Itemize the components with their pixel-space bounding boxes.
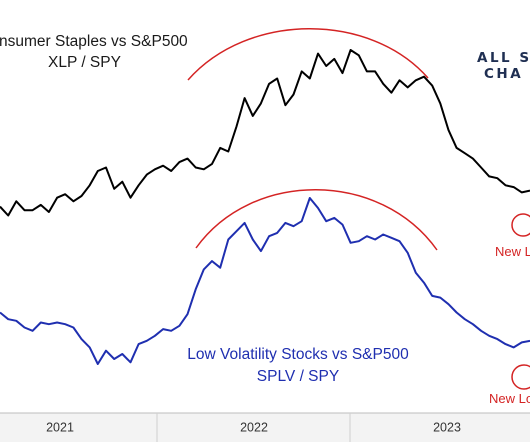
x-tick-label-2022: 2022 bbox=[240, 420, 268, 434]
splv-peak-arc bbox=[195, 189, 438, 251]
splv-new-low-label: New Lo bbox=[489, 391, 530, 406]
series-line-xlp-spy bbox=[0, 49, 530, 217]
brand-logo-line-1: ALL S bbox=[477, 50, 530, 66]
splv-chart-subtitle: SPLV / SPY bbox=[257, 368, 339, 385]
xlp-new-low-label: New L bbox=[495, 244, 530, 259]
x-axis-band bbox=[0, 413, 530, 442]
xlp-peak-arc bbox=[187, 28, 429, 81]
x-tick-label-2023: 2023 bbox=[433, 420, 461, 434]
xlp-chart-title: nsumer Staples vs S&P500 bbox=[0, 33, 188, 50]
brand-logo-line-2: CHA bbox=[484, 66, 523, 82]
xlp-chart-subtitle: XLP / SPY bbox=[48, 54, 121, 71]
x-tick-label-2021: 2021 bbox=[46, 420, 74, 434]
splv-new-low-circle bbox=[511, 364, 530, 390]
splv-chart-title: Low Volatility Stocks vs S&P500 bbox=[187, 346, 409, 363]
series-line-splv-spy bbox=[0, 197, 530, 365]
xlp-new-low-circle bbox=[511, 213, 530, 237]
